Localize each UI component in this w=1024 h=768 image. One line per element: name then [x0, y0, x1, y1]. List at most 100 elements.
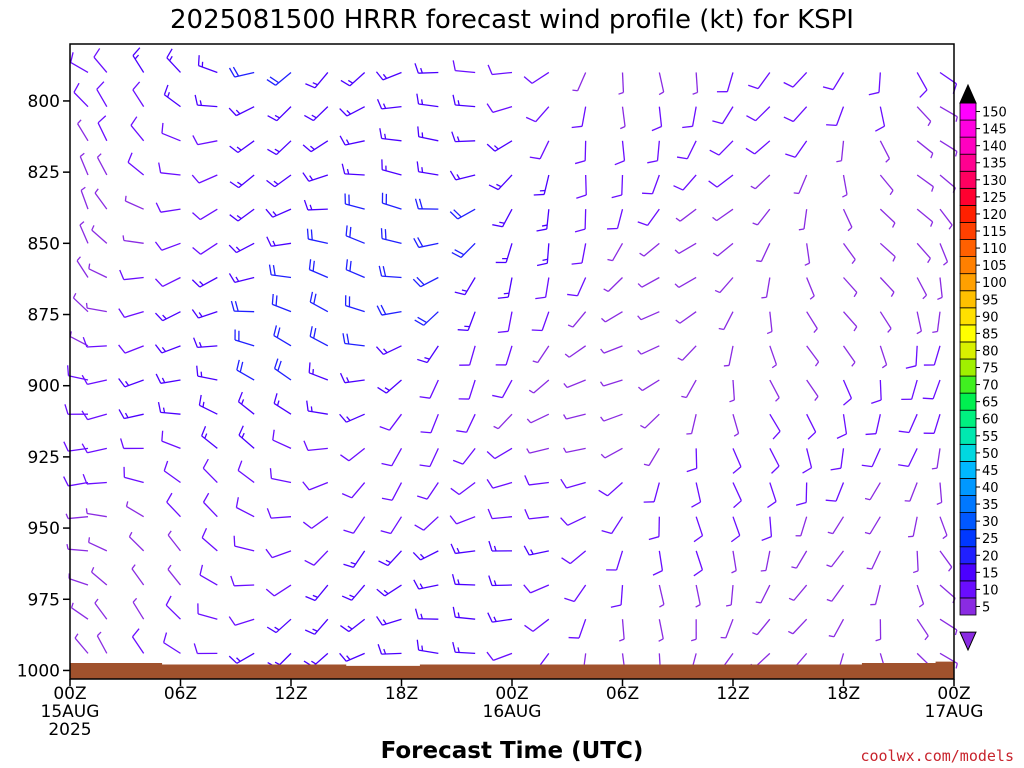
wind-barb	[642, 174, 660, 195]
barb-half-flag	[124, 380, 130, 386]
barb-half-flag	[204, 433, 208, 439]
barb-half-flag	[541, 224, 548, 227]
barb-shaft	[572, 311, 587, 328]
barb-shaft	[792, 106, 808, 122]
barb-shaft	[455, 651, 476, 655]
wind-barb	[643, 482, 660, 503]
barb-flag	[898, 464, 909, 468]
barb-shaft	[455, 140, 476, 143]
barb-flag	[304, 114, 314, 122]
barb-shaft	[755, 106, 771, 122]
barb-shaft	[754, 140, 771, 155]
wind-barb	[600, 413, 623, 422]
barb-shaft	[166, 57, 181, 73]
barb-shaft	[382, 71, 402, 81]
barb-half-flag	[847, 226, 853, 232]
barb-shaft	[806, 277, 815, 297]
wind-barb	[798, 209, 808, 231]
barb-flag	[269, 468, 273, 479]
wind-barb	[658, 72, 665, 96]
barb-flag	[709, 149, 720, 156]
barb-flag	[239, 361, 244, 373]
barb-shaft	[685, 379, 697, 398]
wind-barb	[567, 277, 587, 297]
colorbar-label: 15	[982, 566, 999, 581]
wind-barb	[273, 393, 292, 415]
wind-barb	[154, 241, 181, 251]
barb-shaft	[535, 106, 550, 123]
barb-shaft	[501, 379, 513, 398]
barb-flag	[416, 93, 420, 105]
barb-half-flag	[312, 82, 318, 86]
barb-shaft	[658, 72, 665, 93]
barb-flag	[265, 208, 274, 218]
barb-flag	[375, 71, 384, 81]
wind-barb	[450, 481, 476, 496]
wind-barb	[806, 379, 819, 401]
colorbar-label: 80	[982, 344, 999, 359]
barb-half-flag	[273, 180, 279, 185]
barb-half-flag	[346, 377, 350, 383]
barb-half-flag	[274, 148, 280, 153]
barb-half-flag	[675, 217, 681, 222]
barb-flag	[131, 628, 140, 638]
barb-shaft	[798, 174, 808, 194]
wind-barb	[866, 550, 881, 570]
credit-link[interactable]: coolwx.com/models	[860, 747, 1014, 765]
wind-barb	[228, 106, 255, 117]
barb-half-flag	[493, 616, 497, 622]
barb-half-flag	[931, 186, 934, 192]
barb-flag	[375, 346, 384, 355]
colorbar-label: 10	[982, 583, 999, 598]
barb-flag	[349, 260, 352, 272]
barb-flag	[783, 81, 794, 88]
barb-shaft	[907, 448, 918, 467]
wind-barb	[191, 276, 218, 288]
barb-half-flag	[891, 222, 896, 228]
barb-flag	[452, 94, 456, 106]
wind-barb	[79, 152, 89, 176]
barb-half-flag	[637, 283, 643, 288]
barb-half-flag	[456, 174, 461, 180]
barb-shaft	[198, 65, 218, 74]
barb-flag	[64, 404, 69, 415]
wind-barb	[486, 140, 513, 152]
barb-shaft	[274, 368, 292, 381]
barb-flag	[192, 247, 202, 255]
barb-half-flag	[927, 121, 932, 127]
barb-shaft	[754, 174, 771, 190]
wind-barb	[676, 140, 697, 160]
colorbar-swatch	[959, 136, 977, 155]
barb-shaft	[793, 584, 808, 601]
barb-flag	[118, 409, 125, 419]
barb-shaft	[469, 345, 476, 366]
barb-shaft	[769, 345, 778, 365]
barb-half-flag	[695, 604, 701, 608]
barb-flag	[419, 396, 431, 399]
barb-half-flag	[922, 294, 927, 300]
wind-barb	[269, 468, 292, 484]
barb-flag	[349, 226, 352, 238]
barb-shaft	[730, 584, 734, 606]
barb-flag	[235, 497, 239, 508]
barb-shaft	[127, 161, 145, 176]
wind-barb	[898, 413, 918, 434]
wind-barb	[155, 202, 181, 213]
barb-flag	[82, 473, 88, 485]
wind-barb	[306, 400, 328, 415]
colorbar-swatch	[959, 290, 977, 309]
colorbar-label: 60	[982, 413, 999, 428]
wind-barb	[198, 394, 218, 415]
barb-half-flag	[718, 327, 724, 331]
barb-half-flag	[729, 399, 735, 403]
barb-shaft	[621, 72, 625, 93]
wind-barb	[131, 564, 145, 586]
wind-barb	[449, 170, 476, 181]
barb-shaft	[769, 448, 780, 467]
ground-fill	[70, 661, 954, 679]
colorbar-label: 30	[982, 515, 999, 530]
barb-shaft	[616, 208, 624, 229]
barb-shaft	[307, 208, 328, 211]
barb-half-flag	[419, 583, 424, 589]
barb-half-flag	[674, 283, 680, 288]
